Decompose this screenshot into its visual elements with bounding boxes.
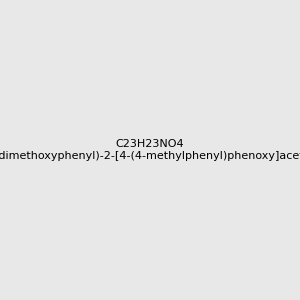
Text: C23H23NO4
N-(2,5-dimethoxyphenyl)-2-[4-(4-methylphenyl)phenoxy]acetamide: C23H23NO4 N-(2,5-dimethoxyphenyl)-2-[4-(… xyxy=(0,139,300,161)
